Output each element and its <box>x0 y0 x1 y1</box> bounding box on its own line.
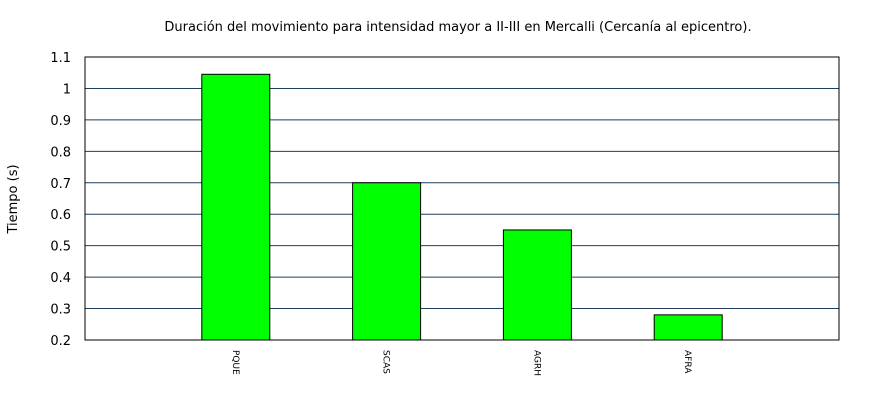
bar-scas <box>352 182 422 341</box>
bar-pque <box>201 73 271 341</box>
x-tick-label: SCAS <box>381 350 391 374</box>
gridlines <box>85 87 839 310</box>
x-tick-label: AFRA <box>682 350 692 374</box>
x-tick-label: AGRH <box>531 350 541 376</box>
y-tick-label: 0.2 <box>50 334 71 349</box>
y-axis-ticks: 0.2 0.3 0.4 0.5 0.6 0.7 0.8 0.9 1 1.1 <box>50 51 71 349</box>
y-tick-label: 0.4 <box>50 271 71 286</box>
y-tick-label: 0.8 <box>50 145 71 160</box>
y-tick-label: 0.9 <box>50 114 71 129</box>
bars <box>201 73 723 341</box>
y-tick-label: 1.1 <box>50 51 71 66</box>
y-tick-label: 0.3 <box>50 303 71 318</box>
y-axis-label: Tiempo (s) <box>6 164 21 234</box>
bar-afra <box>653 314 723 341</box>
y-tick-label: 0.6 <box>50 208 71 223</box>
x-tick-label: PQUE <box>230 350 240 375</box>
y-tick-label: 1 <box>63 82 71 97</box>
plot-frame <box>84 56 840 341</box>
chart-title: Duración del movimiento para intensidad … <box>164 20 751 35</box>
y-tick-label: 0.7 <box>50 177 71 192</box>
bar-agrh <box>502 229 572 341</box>
y-tick-label: 0.5 <box>50 240 71 255</box>
x-axis-ticks: PQUE SCAS AGRH AFRA <box>230 350 692 376</box>
